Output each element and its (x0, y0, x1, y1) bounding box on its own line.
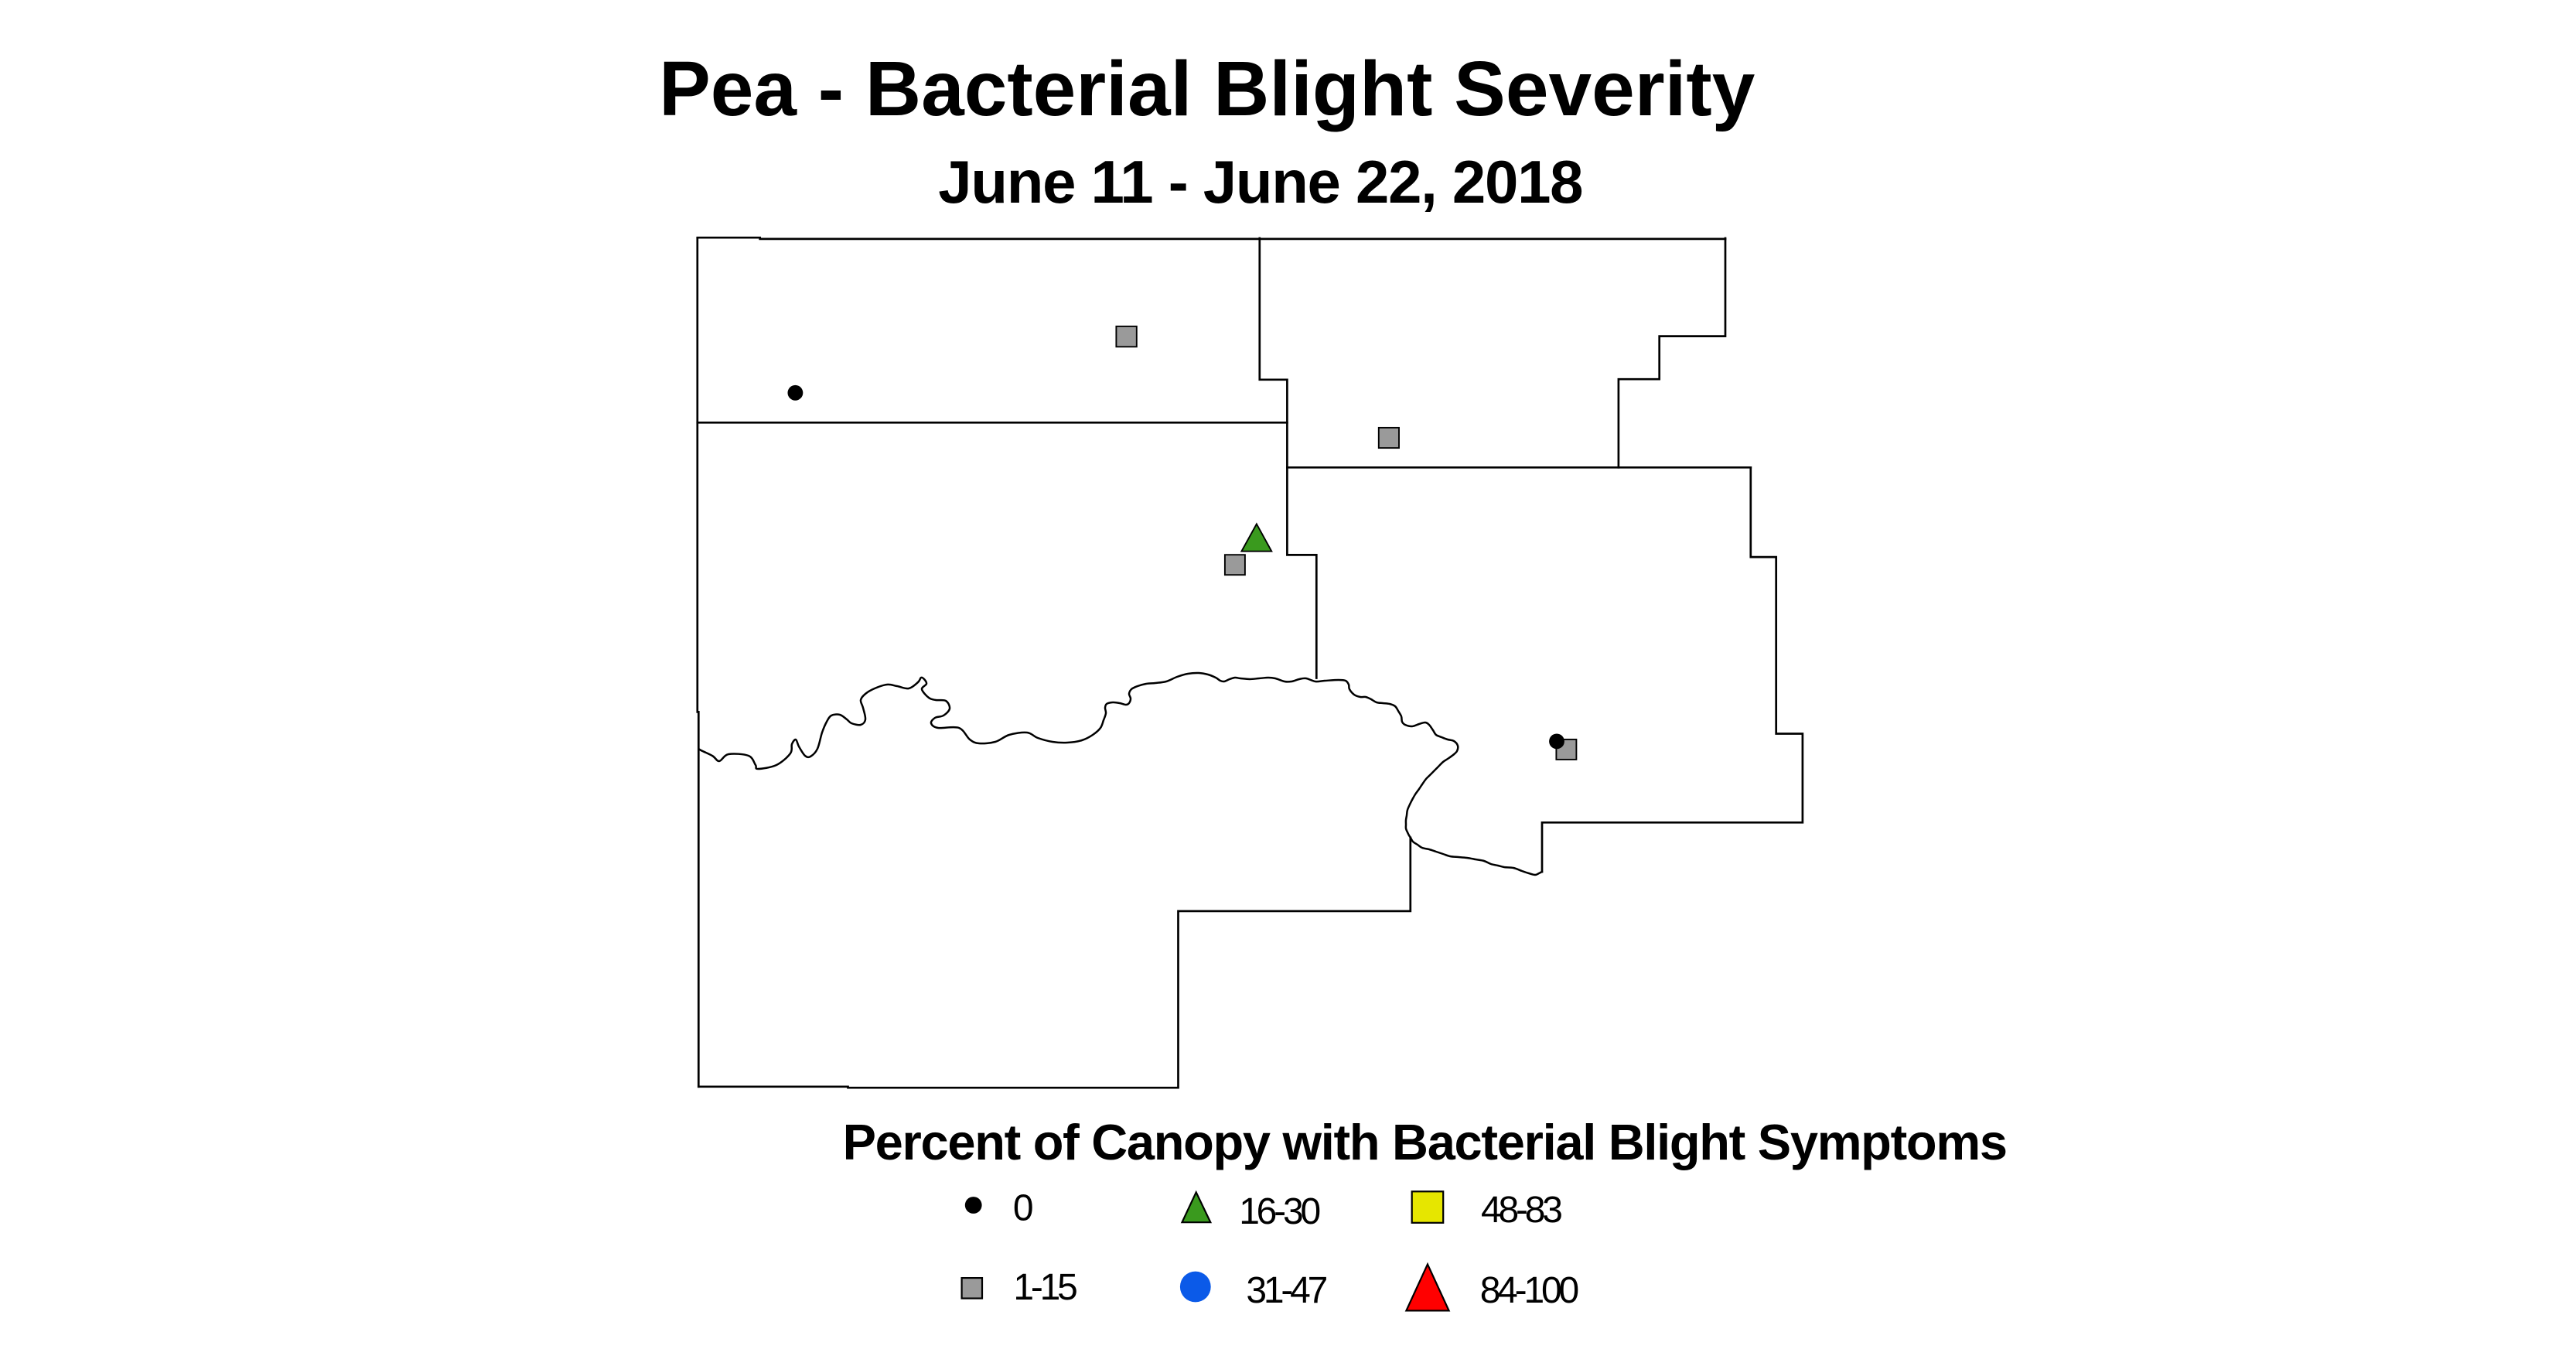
svg-text:0: 0 (1013, 1188, 1032, 1229)
svg-text:June 11 - June 22, 2018: June 11 - June 22, 2018 (938, 148, 1582, 216)
svg-text:Pea - Bacterial Blight Severit: Pea - Bacterial Blight Severity (659, 46, 1755, 132)
svg-text:Percent of Canopy with Bacteri: Percent of Canopy with Bacterial Blight … (843, 1114, 2007, 1170)
svg-text:31-47: 31-47 (1246, 1270, 1326, 1311)
svg-text:48-83: 48-83 (1481, 1190, 1561, 1231)
svg-text:1-15: 1-15 (1013, 1267, 1076, 1308)
svg-text:16-30: 16-30 (1239, 1191, 1319, 1232)
svg-text:84-100: 84-100 (1480, 1270, 1578, 1311)
